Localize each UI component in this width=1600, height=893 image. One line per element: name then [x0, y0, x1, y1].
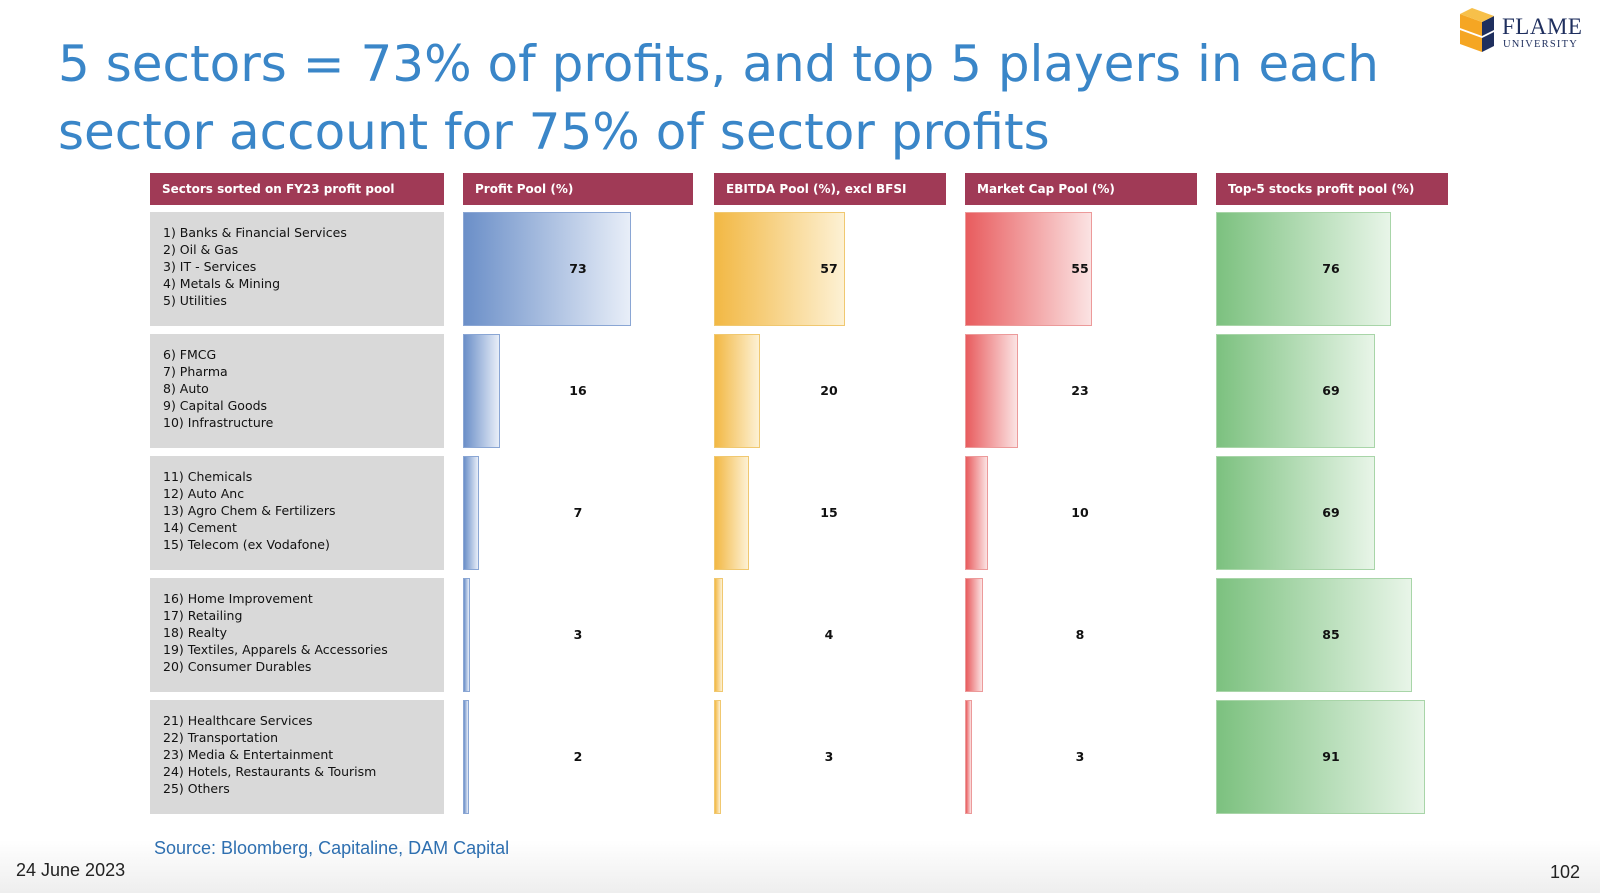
- ebitda-pool-bar: [714, 578, 724, 692]
- sector-label: 10) Infrastructure: [163, 415, 274, 430]
- ebitda-pool-value-label: 20: [820, 383, 838, 398]
- footer-band: [0, 840, 1600, 893]
- top5-profit-pool-value-label: 69: [1322, 383, 1340, 398]
- top5-profit-pool-bar: [1216, 334, 1375, 448]
- sector-label: 3) IT - Services: [163, 259, 257, 274]
- flame-university-logo: FLAME UNIVERSITY: [1458, 8, 1593, 60]
- slide-date: 24 June 2023: [16, 860, 126, 880]
- sector-label: 4) Metals & Mining: [163, 276, 281, 291]
- sector-label: 19) Textiles, Apparels & Accessories: [163, 642, 388, 657]
- top5-profit-pool-value-label: 76: [1322, 261, 1340, 276]
- market-cap-pool-value-label: 55: [1071, 261, 1089, 276]
- profit-pool-value-label: 3: [573, 627, 583, 642]
- sector-label: 21) Healthcare Services: [163, 713, 313, 728]
- market-cap-pool-bar: [965, 212, 1092, 326]
- ebitda-pool-bar: [714, 212, 846, 326]
- sector-label: 15) Telecom (ex Vodafone): [163, 537, 330, 552]
- ebitda-pool-value-label: 3: [824, 749, 834, 764]
- sector-label: 13) Agro Chem & Fertilizers: [163, 503, 336, 518]
- profit-pool-bar: [463, 456, 480, 570]
- header-ebitda-pool: EBITDA Pool (%), excl BFSI: [714, 173, 946, 205]
- sector-label: 22) Transportation: [163, 730, 279, 745]
- ebitda-pool-bar: [714, 700, 721, 814]
- flame-logo-icon: [1460, 8, 1494, 52]
- ebitda-pool-value-label: 4: [824, 627, 834, 642]
- market-cap-pool-value-label: 23: [1071, 383, 1089, 398]
- top5-profit-pool-bar: [1216, 456, 1375, 570]
- profit-pool-bar: [463, 334, 500, 448]
- sector-group-2: 6) FMCG 7) Pharma 8) Auto 9) Capital Goods 1…: [150, 334, 444, 448]
- sector-label: 17) Retailing: [163, 608, 243, 623]
- header-sectors: Sectors sorted on FY23 profit pool: [150, 173, 444, 205]
- sector-label: 16) Home Improvement: [163, 591, 313, 606]
- sector-label: 6) FMCG: [163, 347, 217, 362]
- sector-label: 24) Hotels, Restaurants & Tourism: [163, 764, 377, 779]
- header-profit-pool: Profit Pool (%): [463, 173, 693, 205]
- logo-name: FLAME: [1502, 14, 1583, 39]
- top5-profit-pool-value-label: 85: [1322, 627, 1340, 642]
- market-cap-pool-bar: [965, 334, 1018, 448]
- page-number: 102: [1549, 862, 1580, 882]
- profit-pool-bar: [463, 212, 631, 326]
- sector-label: 14) Cement: [163, 520, 237, 535]
- source-note: Source: Bloomberg, Capitaline, DAM Capit…: [154, 838, 510, 858]
- sector-label: 1) Banks & Financial Services: [163, 225, 347, 240]
- ebitda-pool-bar: [714, 456, 749, 570]
- market-cap-pool-value-label: 10: [1071, 505, 1089, 520]
- sector-label: 20) Consumer Durables: [163, 659, 312, 674]
- top5-profit-pool-value-label: 69: [1322, 505, 1340, 520]
- ebitda-pool-bar: [714, 334, 760, 448]
- sector-label: 8) Auto: [163, 381, 209, 396]
- sector-label: 25) Others: [163, 781, 230, 796]
- profit-pool-value-label: 7: [573, 505, 583, 520]
- ebitda-pool-value-label: 15: [820, 505, 838, 520]
- sector-group-3: 11) Chemicals 12) Auto Anc 13) Agro Chem &…: [150, 456, 444, 570]
- sector-label: 7) Pharma: [163, 364, 228, 379]
- top5-profit-pool-bar: [1216, 212, 1391, 326]
- header-top5-profit-pool: Top-5 stocks profit pool (%): [1216, 173, 1448, 205]
- market-cap-pool-bar: [965, 456, 988, 570]
- top5-profit-pool-value-label: 91: [1322, 749, 1340, 764]
- sector-label: 23) Media & Entertainment: [163, 747, 334, 762]
- sector-group-1: 1) Banks & Financial Services 2) Oil & Ga…: [150, 212, 444, 326]
- profit-pool-bar: [463, 578, 470, 692]
- sector-label: 9) Capital Goods: [163, 398, 268, 413]
- sector-group-5: 21) Healthcare Services 22) Transportatio…: [150, 700, 444, 814]
- market-cap-pool-value-label: 8: [1075, 627, 1085, 642]
- logo-subtitle: UNIVERSITY: [1503, 39, 1578, 50]
- market-cap-pool-bar: [965, 578, 984, 692]
- sector-label: 5) Utilities: [163, 293, 227, 308]
- sector-group-4: 16) Home Improvement 17) Retailing 18) Rea…: [150, 578, 444, 692]
- market-cap-pool-bar: [965, 700, 972, 814]
- profit-pool-value-label: 2: [573, 749, 583, 764]
- profit-pool-value-label: 73: [569, 261, 587, 276]
- market-cap-pool-value-label: 3: [1075, 749, 1085, 764]
- profit-pool-value-label: 16: [569, 383, 587, 398]
- profit-pool-bar: [463, 700, 469, 814]
- top5-profit-pool-bar: [1216, 578, 1412, 692]
- sector-label: 11) Chemicals: [163, 469, 253, 484]
- sector-label: 18) Realty: [163, 625, 228, 640]
- ebitda-pool-value-label: 57: [820, 261, 838, 276]
- top5-profit-pool-bar: [1216, 700, 1426, 814]
- sector-label: 2) Oil & Gas: [163, 242, 239, 257]
- slide-title: 5 sectors = 73% of profits, and top 5 pl…: [58, 35, 1379, 161]
- sector-label: 12) Auto Anc: [163, 486, 245, 501]
- header-market-cap-pool: Market Cap Pool (%): [965, 173, 1197, 205]
